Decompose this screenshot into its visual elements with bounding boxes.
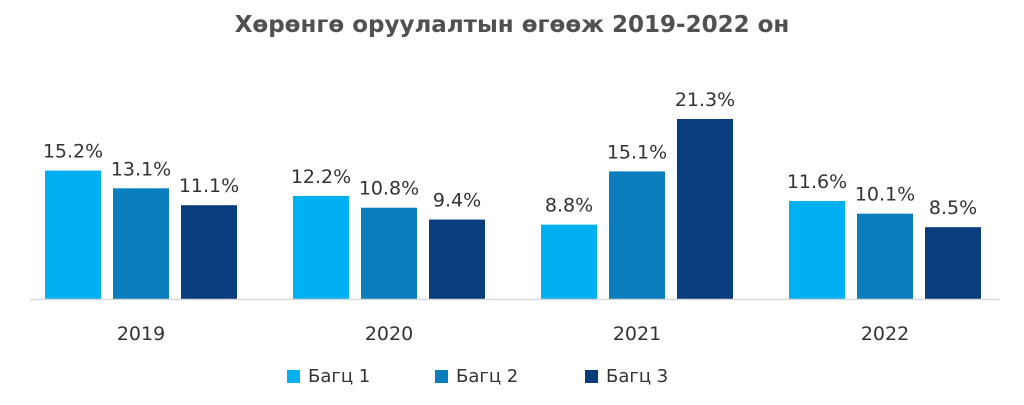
legend: Багц 1 Багц 2 Багц 3 — [287, 366, 668, 387]
data-label-2019-series-1: 15.2% — [43, 141, 103, 163]
data-label-2019-series-3: 11.1% — [179, 175, 239, 197]
data-label-2020-series-3: 9.4% — [433, 190, 481, 212]
bar-2019-series-2 — [113, 188, 169, 299]
data-label-2021-series-1: 8.8% — [545, 195, 593, 217]
chart-title: Хөрөнгө оруулалтын өгөөж 2019-2022 он — [234, 12, 790, 38]
data-label-2022-series-1: 11.6% — [787, 171, 847, 193]
data-label-2019-series-2: 13.1% — [111, 158, 171, 180]
bar-2020-series-2 — [361, 207, 417, 299]
bar-2020-series-1 — [293, 195, 349, 299]
data-label-2020-series-1: 12.2% — [291, 166, 351, 188]
data-label-2022-series-2: 10.1% — [855, 184, 915, 206]
data-label-2021-series-3: 21.3% — [675, 89, 735, 111]
legend-swatch-series-2 — [435, 370, 448, 383]
bar-2020-series-3 — [429, 219, 485, 299]
bar-2022-series-1 — [789, 200, 845, 299]
x-tick-label-2019: 2019 — [117, 323, 165, 345]
legend-item-series-1: Багц 1 — [287, 366, 370, 387]
bar-2021-series-1 — [541, 224, 597, 299]
bar-2021-series-3 — [677, 119, 733, 299]
bar-2019-series-3 — [181, 205, 237, 299]
data-labels-layer: 15.2% 13.1% 11.1% 12.2% 10.8% 9.4% 8.8% 15.1% 21… — [43, 89, 977, 219]
data-label-2020-series-2: 10.8% — [359, 178, 419, 200]
x-tick-label-2020: 2020 — [365, 323, 413, 345]
data-label-2021-series-2: 15.1% — [607, 141, 667, 163]
bar-2022-series-2 — [857, 213, 913, 299]
bar-2019-series-1 — [45, 170, 101, 299]
legend-item-series-3: Багц 3 — [585, 366, 668, 387]
legend-swatch-series-3 — [585, 370, 598, 383]
legend-item-series-2: Багц 2 — [435, 366, 518, 387]
x-tick-label-2021: 2021 — [613, 323, 661, 345]
bars-layer — [45, 119, 981, 299]
x-axis: 2019 2020 2021 2022 — [30, 298, 1000, 345]
legend-label-series-2: Багц 2 — [456, 366, 518, 387]
legend-label-series-3: Багц 3 — [606, 366, 668, 387]
legend-swatch-series-1 — [287, 370, 300, 383]
data-label-2022-series-3: 8.5% — [929, 197, 977, 219]
x-tick-label-2022: 2022 — [861, 323, 909, 345]
bar-2022-series-3 — [925, 227, 981, 299]
bar-2021-series-2 — [609, 171, 665, 299]
legend-label-series-1: Багц 1 — [308, 366, 370, 387]
